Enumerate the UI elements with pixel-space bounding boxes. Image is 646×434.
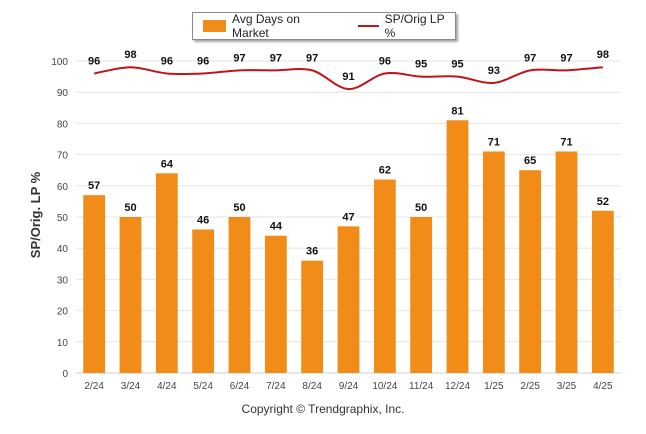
line-value-label: 95 <box>415 59 427 71</box>
y-tick-label: 30 <box>57 275 69 286</box>
legend-bar-swatch <box>203 20 227 32</box>
x-tick-label: 9/24 <box>339 381 359 392</box>
bar[interactable] <box>119 217 142 373</box>
bar-value-label: 64 <box>161 158 174 170</box>
y-tick-label: 0 <box>62 369 68 380</box>
y-tick-label: 100 <box>51 57 68 68</box>
x-tick-label: 7/24 <box>266 381 286 392</box>
legend-label-line: SP/Orig LP % <box>384 12 445 40</box>
line-value-label: 96 <box>379 55 391 67</box>
bar[interactable] <box>264 235 287 373</box>
y-tick-label: 50 <box>57 213 69 224</box>
bar[interactable] <box>301 260 324 373</box>
bar-value-label: 46 <box>197 214 209 226</box>
x-tick-label: 3/25 <box>557 381 577 392</box>
x-tick-label: 1/25 <box>484 381 504 392</box>
bar[interactable] <box>83 195 106 373</box>
bar-value-label: 62 <box>379 165 391 177</box>
y-tick-label: 20 <box>57 307 69 318</box>
bar[interactable] <box>591 210 614 373</box>
bar-value-label: 57 <box>88 180 100 192</box>
line-value-label: 97 <box>233 52 245 64</box>
bar[interactable] <box>410 217 433 373</box>
line-series <box>93 66 603 91</box>
bar[interactable] <box>555 151 578 373</box>
line-value-label: 98 <box>124 49 136 61</box>
line-value-label: 97 <box>270 52 282 64</box>
line-value-label: 96 <box>88 55 100 67</box>
y-tick-label: 70 <box>57 151 69 162</box>
bar[interactable] <box>373 179 396 373</box>
bar-value-label: 52 <box>597 196 609 208</box>
legend-label-bar: Avg Days on Market <box>232 12 300 40</box>
line-data-labels: 96 98 96 96 97 97 97 91 96 95 95 93 97 97 98 <box>88 49 609 83</box>
x-tick-label: 3/24 <box>121 381 141 392</box>
bar-value-label: 36 <box>306 246 318 258</box>
y-tick-label: 60 <box>57 182 69 193</box>
bar-value-label: 50 <box>124 202 136 214</box>
legend-line-swatch <box>357 25 379 27</box>
bar-value-label: 71 <box>488 136 500 148</box>
bar-value-label: 50 <box>415 202 427 214</box>
legend: Avg Days on Market SP/Orig LP % <box>192 12 456 40</box>
x-tick-label: 2/25 <box>520 381 540 392</box>
line-value-label: 96 <box>161 55 173 67</box>
x-tick-label: 5/24 <box>193 381 213 392</box>
line-value-label: 97 <box>524 52 536 64</box>
bar-value-label: 81 <box>451 105 463 117</box>
bar-value-label: 47 <box>342 211 354 223</box>
y-axis-ticks: 0 10 20 30 40 50 60 70 80 90 100 <box>51 57 68 380</box>
bar[interactable] <box>228 217 251 373</box>
legend-item-bar[interactable]: Avg Days on Market <box>193 12 336 40</box>
bar[interactable] <box>519 170 542 373</box>
bar-value-label: 50 <box>233 202 245 214</box>
bar[interactable] <box>192 229 215 373</box>
y-tick-label: 10 <box>57 338 69 349</box>
bar-value-label: 65 <box>524 155 536 167</box>
line-value-label: 93 <box>488 65 500 77</box>
line-value-label: 97 <box>560 52 572 64</box>
bar[interactable] <box>446 120 469 373</box>
x-tick-label: 4/24 <box>157 381 177 392</box>
line-value-label: 95 <box>451 59 463 71</box>
bar-value-label: 44 <box>270 221 283 233</box>
bar[interactable] <box>337 226 360 373</box>
y-tick-label: 80 <box>57 119 69 130</box>
line-value-label: 91 <box>342 71 354 83</box>
x-tick-label: 4/25 <box>593 381 613 392</box>
x-tick-label: 12/24 <box>445 381 470 392</box>
line-value-label: 97 <box>306 52 318 64</box>
x-tick-label: 11/24 <box>409 381 434 392</box>
y-axis-label: SP/Orig. LP % <box>28 171 43 258</box>
x-tick-label: 6/24 <box>230 381 250 392</box>
line-value-label: 96 <box>197 55 209 67</box>
y-tick-label: 90 <box>57 88 69 99</box>
x-tick-label: 10/24 <box>372 381 397 392</box>
bar-value-label: 71 <box>560 136 572 148</box>
bar[interactable] <box>155 173 178 373</box>
copyright-text: Copyright © Trendgraphix, Inc. <box>241 402 405 416</box>
bar-series <box>83 120 614 373</box>
legend-item-line[interactable]: SP/Orig LP % <box>336 12 455 40</box>
bar-data-labels: 57 50 64 46 50 44 36 47 62 50 81 71 65 71 52 <box>88 105 609 257</box>
bar[interactable] <box>482 151 505 373</box>
series-line[interactable] <box>93 66 603 91</box>
x-tick-label: 8/24 <box>302 381 322 392</box>
x-tick-label: 2/24 <box>84 381 104 392</box>
line-value-label: 98 <box>597 49 609 61</box>
y-tick-label: 40 <box>57 244 69 255</box>
x-axis-ticks: 2/24 3/24 4/24 5/24 6/24 7/24 8/24 9/24 10/24 11/… <box>84 381 613 392</box>
